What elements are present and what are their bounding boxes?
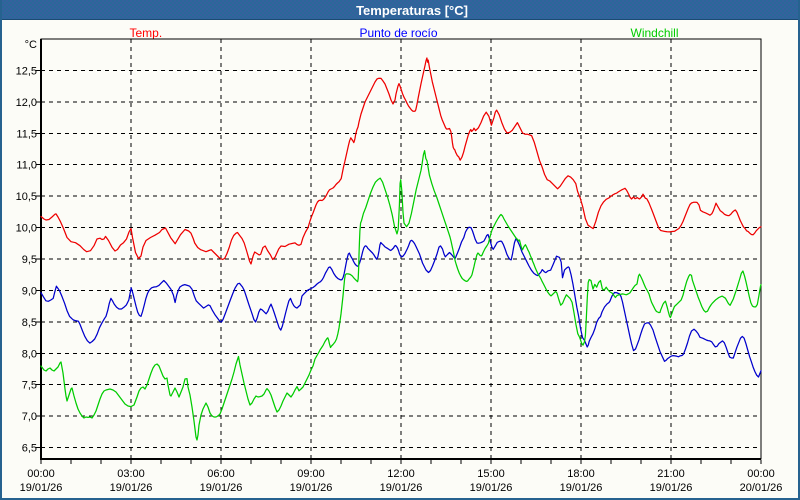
svg-text:12,0: 12,0 [16, 97, 37, 109]
svg-text:7,5: 7,5 [22, 380, 37, 392]
svg-text:12:00: 12:00 [387, 468, 415, 480]
svg-text:12,5: 12,5 [16, 65, 37, 77]
svg-text:7,0: 7,0 [22, 411, 37, 423]
svg-text:°C: °C [25, 39, 37, 51]
svg-text:00:00: 00:00 [747, 468, 775, 480]
svg-text:19/01/26: 19/01/26 [560, 482, 603, 494]
svg-text:19/01/26: 19/01/26 [200, 482, 243, 494]
svg-text:19/01/26: 19/01/26 [290, 482, 333, 494]
svg-text:9,5: 9,5 [22, 254, 37, 266]
svg-text:21:00: 21:00 [657, 468, 685, 480]
svg-text:11,0: 11,0 [16, 160, 37, 172]
svg-text:06:00: 06:00 [207, 468, 235, 480]
svg-text:19/01/26: 19/01/26 [110, 482, 153, 494]
svg-text:19/01/26: 19/01/26 [20, 482, 63, 494]
svg-text:18:00: 18:00 [567, 468, 595, 480]
svg-text:19/01/26: 19/01/26 [470, 482, 513, 494]
svg-text:10,0: 10,0 [16, 223, 37, 235]
svg-text:10,5: 10,5 [16, 191, 37, 203]
svg-text:15:00: 15:00 [477, 468, 505, 480]
svg-text:9,0: 9,0 [22, 285, 37, 297]
svg-text:00:00: 00:00 [27, 468, 55, 480]
svg-text:19/01/26: 19/01/26 [650, 482, 693, 494]
svg-text:8,0: 8,0 [22, 348, 37, 360]
svg-text:20/01/26: 20/01/26 [740, 482, 783, 494]
svg-text:19/01/26: 19/01/26 [380, 482, 423, 494]
svg-text:03:00: 03:00 [117, 468, 145, 480]
svg-text:11,5: 11,5 [16, 128, 37, 140]
svg-text:8,5: 8,5 [22, 317, 37, 329]
svg-text:6,5: 6,5 [22, 443, 37, 455]
svg-text:09:00: 09:00 [297, 468, 325, 480]
